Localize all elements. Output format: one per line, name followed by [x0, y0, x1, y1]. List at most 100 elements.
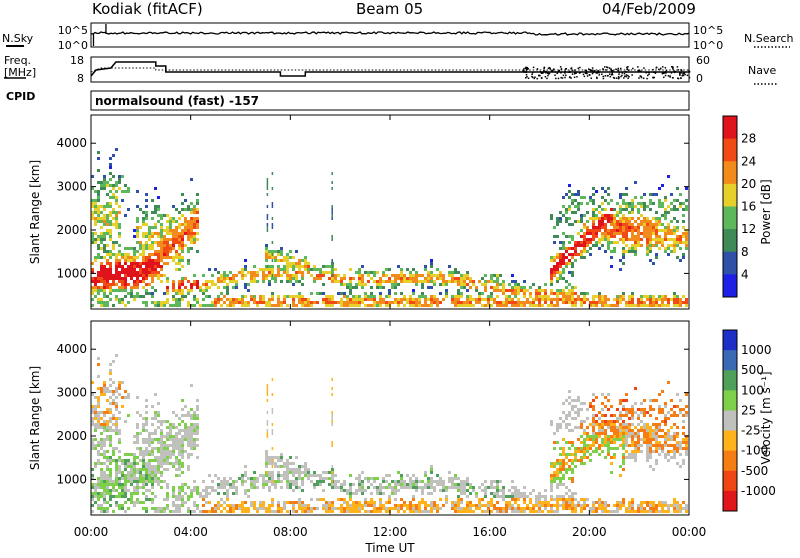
velocity-cell: [673, 453, 676, 456]
velocity-cell: [394, 504, 397, 507]
velocity-cell: [487, 510, 490, 513]
velocity-cell: [412, 510, 415, 513]
velocity-cell: [520, 507, 523, 510]
velocity-cell: [256, 510, 259, 513]
power-cell: [370, 295, 373, 298]
power-cell: [463, 304, 466, 307]
power-cell: [97, 211, 100, 214]
velocity-cell: [589, 405, 592, 408]
velocity-cell: [532, 507, 535, 510]
power-cell: [502, 304, 505, 307]
power-cell: [598, 229, 601, 232]
velocity-cell: [412, 483, 415, 486]
power-cell: [187, 247, 190, 250]
power-cell: [469, 280, 472, 283]
velocity-cell: [667, 510, 670, 513]
velocity-cell: [322, 504, 325, 507]
power-cell: [607, 247, 610, 250]
velocity-cell: [412, 498, 415, 501]
power-cell: [682, 295, 685, 298]
power-cell: [541, 295, 544, 298]
velocity-cell: [106, 465, 109, 468]
power-cell: [154, 232, 157, 235]
velocity-cell: [613, 414, 616, 417]
power-cell: [130, 256, 133, 259]
velocity-cell: [517, 492, 520, 495]
power-cell: [571, 238, 574, 241]
power-cell: [571, 223, 574, 226]
velocity-cell: [400, 477, 403, 480]
power-cell: [532, 298, 535, 301]
power-cell: [451, 298, 454, 301]
velocity-cell: [361, 483, 364, 486]
power-cell: [109, 214, 112, 217]
power-cell: [292, 265, 295, 268]
velocity-cell: [463, 507, 466, 510]
nsky-tick-top: 10^5: [58, 24, 88, 37]
velocity-cell: [529, 510, 532, 513]
velocity-cell: [163, 441, 166, 444]
power-cell: [484, 274, 487, 277]
power-cell: [211, 274, 214, 277]
velocity-cell: [391, 507, 394, 510]
time-axis: 00:00 04:00 08:00 12:00 16:00 20:00 00:00: [74, 525, 707, 539]
power-cell: [448, 265, 451, 268]
velocity-cell: [628, 510, 631, 513]
power-cell: [331, 280, 334, 283]
power-cell: [298, 268, 301, 271]
power-cell: [637, 301, 640, 304]
velocity-cell: [466, 489, 469, 492]
velocity-cell: [568, 390, 571, 393]
velocity-cell: [277, 456, 280, 459]
velocity-cell: [475, 492, 478, 495]
velocity-cell: [589, 423, 592, 426]
power-cell: [424, 280, 427, 283]
velocity-cell: [604, 504, 607, 507]
power-cell: [97, 220, 100, 223]
velocity-cell: [115, 468, 118, 471]
velocity-cell: [142, 450, 145, 453]
velocity-cell: [562, 450, 565, 453]
power-cell: [634, 241, 637, 244]
power-cell: [202, 289, 205, 292]
power-cell: [487, 280, 490, 283]
velocity-cell: [118, 477, 121, 480]
velocity-cell: [157, 483, 160, 486]
velocity-cell: [103, 438, 106, 441]
power-cell: [490, 286, 493, 289]
velocity-cell: [484, 489, 487, 492]
power-cell: [250, 295, 253, 298]
velocity-cell: [130, 501, 133, 504]
velocity-cell: [94, 423, 97, 426]
velocity-cell: [574, 417, 577, 420]
power-cell: [172, 295, 175, 298]
power-cell: [148, 292, 151, 295]
power-cell: [574, 220, 577, 223]
velocity-cell: [178, 432, 181, 435]
power-cell: [187, 223, 190, 226]
power-cell: [613, 235, 616, 238]
power-cell: [178, 247, 181, 250]
power-cell: [484, 280, 487, 283]
velocity-cell: [676, 432, 679, 435]
velocity-cell: [649, 399, 652, 402]
velocity-cell: [172, 495, 175, 498]
velocity-cell: [277, 471, 280, 474]
velocity-cell: [565, 507, 568, 510]
power-cell: [136, 232, 139, 235]
velocity-cell: [517, 495, 520, 498]
power-cell: [145, 214, 148, 217]
velocity-cell: [400, 483, 403, 486]
power-cell: [607, 241, 610, 244]
power-cell: [193, 226, 196, 229]
power-cell: [649, 244, 652, 247]
nave-point: [593, 70, 596, 72]
power-cell: [601, 208, 604, 211]
power-cell: [553, 235, 556, 238]
power-cell: [283, 265, 286, 268]
power-cell: [625, 232, 628, 235]
power-cell: [667, 211, 670, 214]
power-cell: [109, 262, 112, 265]
power-cell: [136, 286, 139, 289]
velocity-cell: [655, 423, 658, 426]
